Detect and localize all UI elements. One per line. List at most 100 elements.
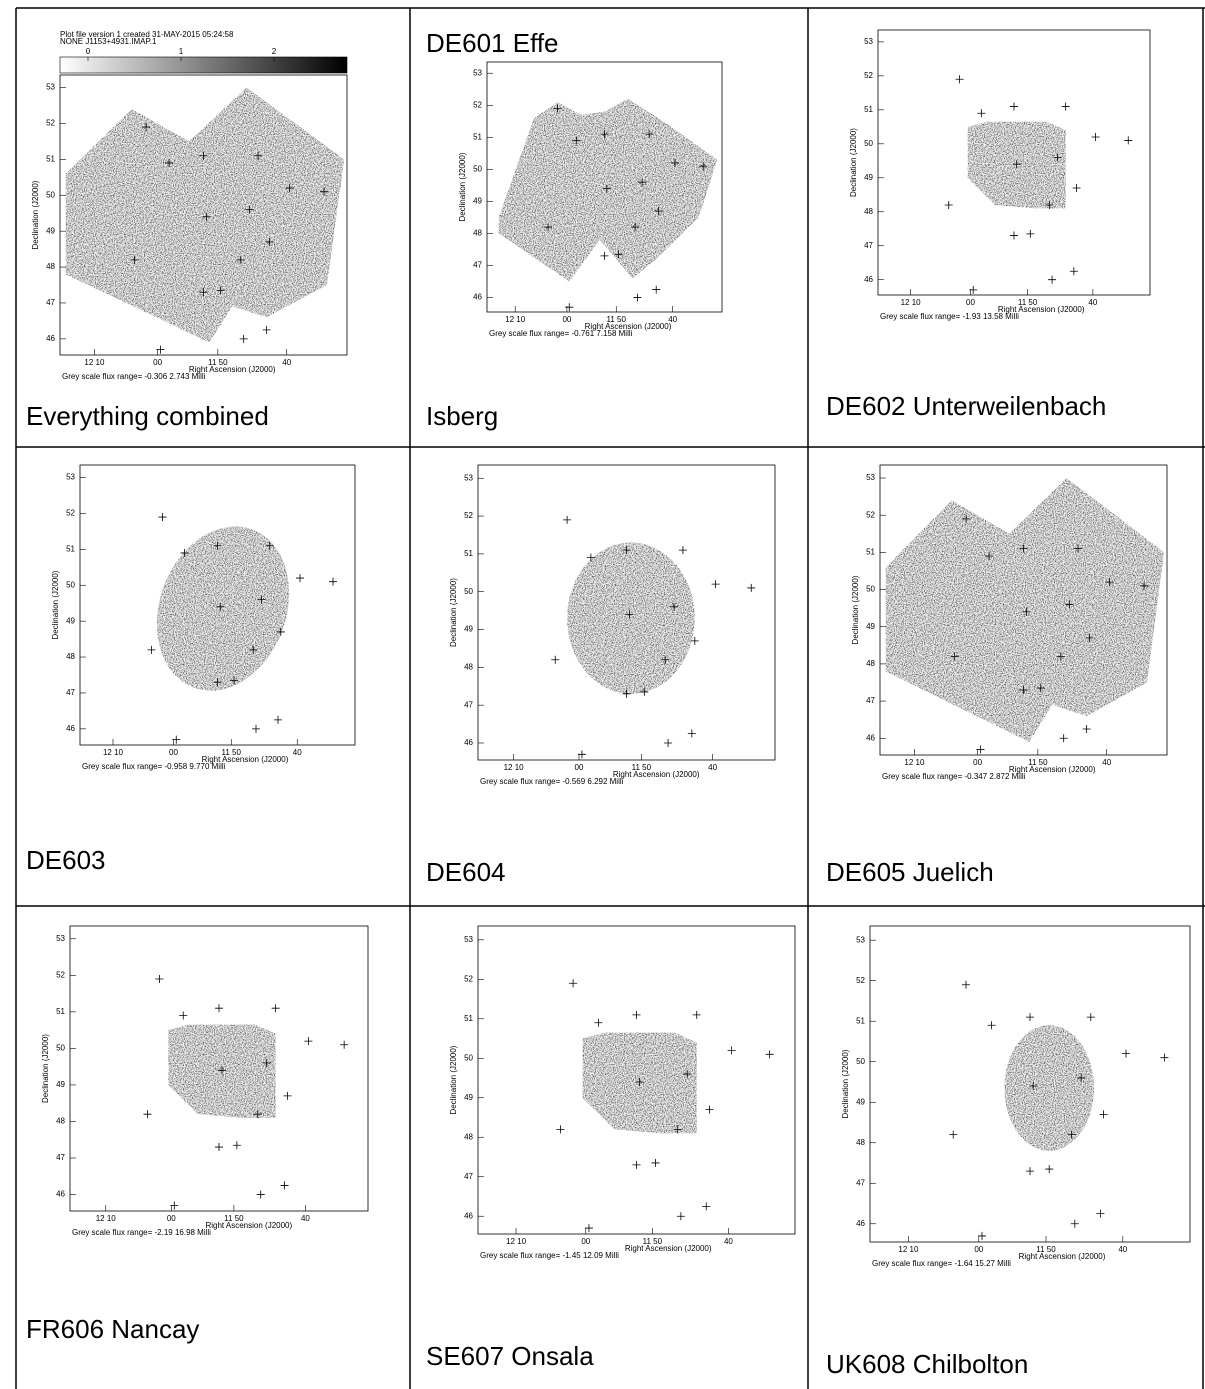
y-tick-label: 48 — [56, 1117, 65, 1126]
y-tick-label: 46 — [866, 733, 875, 742]
caption: Everything combined — [26, 401, 269, 431]
source-cross — [652, 1159, 660, 1167]
colorbar-tick-label: 0 — [86, 47, 91, 56]
colorbar-tick-label: 1 — [179, 47, 184, 56]
panel: DE602 Unterweilenbach535251504948474612 … — [826, 30, 1150, 421]
y-tick-label: 51 — [864, 105, 873, 114]
source-cross — [143, 1110, 151, 1118]
x-tick-label: 40 — [1088, 298, 1097, 307]
image-noise — [70, 926, 368, 1211]
y-tick-label: 52 — [46, 119, 55, 128]
source-cross — [296, 574, 304, 582]
source-cross — [240, 335, 248, 343]
source-cross — [601, 252, 609, 260]
source-cross — [148, 646, 156, 654]
y-tick-label: 51 — [464, 549, 473, 558]
source-cross — [633, 294, 641, 302]
x-tick-label: 00 — [153, 358, 162, 367]
x-tick-label: 12 10 — [506, 1237, 527, 1246]
flux-range: Grey scale flux range= -1.64 15.27 Milli — [872, 1259, 1011, 1268]
y-tick-label: 51 — [856, 1016, 865, 1025]
y-tick-label: 50 — [464, 587, 473, 596]
y-tick-label: 47 — [864, 241, 873, 250]
x-axis-label: Right Ascension (J2000) — [1019, 1252, 1106, 1261]
x-tick-label: 00 — [169, 748, 178, 757]
source-cross — [945, 201, 953, 209]
y-tick-label: 52 — [473, 100, 482, 109]
y-tick-label: 47 — [464, 700, 473, 709]
x-tick-label: 12 10 — [504, 763, 525, 772]
y-tick-label: 49 — [464, 625, 473, 634]
x-tick-label: 00 — [575, 763, 584, 772]
source-cross — [712, 580, 720, 588]
x-tick-label: 12 10 — [901, 298, 922, 307]
y-axis-label: Declination (J2000) — [458, 152, 467, 221]
y-axis-label: Declination (J2000) — [449, 1045, 458, 1114]
x-tick-label: 00 — [973, 758, 982, 767]
source-cross — [233, 1141, 241, 1149]
y-axis-label: Declination (J2000) — [851, 575, 860, 644]
source-cross — [633, 1161, 641, 1169]
radio-image — [80, 465, 355, 745]
caption: UK608 Chilbolton — [826, 1349, 1028, 1379]
y-axis-label: Declination (J2000) — [449, 578, 458, 647]
source-cross — [1087, 1013, 1095, 1021]
x-tick-label: 00 — [966, 298, 975, 307]
y-tick-label: 53 — [66, 473, 75, 482]
y-tick-label: 51 — [66, 544, 75, 553]
source-cross — [705, 1106, 713, 1114]
panel: IsbergDE601 Effe535251504948474612 10001… — [426, 28, 722, 431]
image-noise — [60, 75, 347, 355]
y-tick-label: 52 — [864, 71, 873, 80]
source-cross — [1096, 1210, 1104, 1218]
x-tick-label: 40 — [301, 1214, 310, 1223]
source-cross — [594, 1019, 602, 1027]
y-tick-label: 48 — [864, 207, 873, 216]
plot-header: NONE J1153+4931.IMAP.1 — [60, 37, 157, 46]
y-tick-label: 52 — [66, 509, 75, 518]
source-cross — [1073, 184, 1081, 192]
source-cross — [179, 1012, 187, 1020]
image-noise — [878, 30, 1150, 295]
y-tick-label: 46 — [464, 1211, 473, 1220]
y-axis-label: Declination (J2000) — [841, 1049, 850, 1118]
y-tick-label: 48 — [473, 229, 482, 238]
source-cross — [257, 1191, 265, 1199]
source-cross — [556, 1125, 564, 1133]
y-tick-label: 47 — [56, 1153, 65, 1162]
flux-range: Grey scale flux range= -0.347 2.872 Mill… — [882, 772, 1026, 781]
y-tick-label: 52 — [856, 976, 865, 985]
y-tick-label: 46 — [66, 724, 75, 733]
y-tick-label: 52 — [56, 970, 65, 979]
radio-image — [478, 465, 775, 760]
y-tick-label: 51 — [464, 1014, 473, 1023]
caption: SE607 Onsala — [426, 1341, 594, 1371]
radio-image — [478, 926, 795, 1234]
y-tick-label: 50 — [66, 580, 75, 589]
x-tick-label: 00 — [974, 1245, 983, 1254]
source-cross — [215, 1004, 223, 1012]
x-tick-label: 12 10 — [505, 315, 526, 324]
source-cross — [956, 75, 964, 83]
y-tick-label: 46 — [464, 738, 473, 747]
y-tick-label: 51 — [46, 154, 55, 163]
source-cross — [159, 513, 167, 521]
y-tick-label: 52 — [866, 510, 875, 519]
y-tick-label: 49 — [473, 197, 482, 206]
x-tick-label: 12 10 — [96, 1214, 117, 1223]
y-tick-label: 53 — [464, 935, 473, 944]
y-tick-label: 49 — [464, 1093, 473, 1102]
x-axis-label: Right Ascension (J2000) — [625, 1244, 712, 1253]
caption: FR606 Nancay — [26, 1314, 199, 1344]
y-tick-label: 48 — [464, 1132, 473, 1141]
panel: DE604535251504948474612 100011 5040Decli… — [426, 465, 775, 887]
colorbar-tick-label: 2 — [272, 47, 277, 56]
panel: DE605 Juelich535251504948474612 100011 5… — [826, 465, 1167, 887]
source-cross — [274, 716, 282, 724]
source-cross — [340, 1041, 348, 1049]
y-axis-label: Declination (J2000) — [849, 128, 858, 197]
caption: DE605 Juelich — [826, 857, 994, 887]
radio-image — [880, 465, 1167, 755]
source-cross — [1124, 136, 1132, 144]
flux-range: Grey scale flux range= -1.45 12.09 Milli — [480, 1251, 619, 1260]
